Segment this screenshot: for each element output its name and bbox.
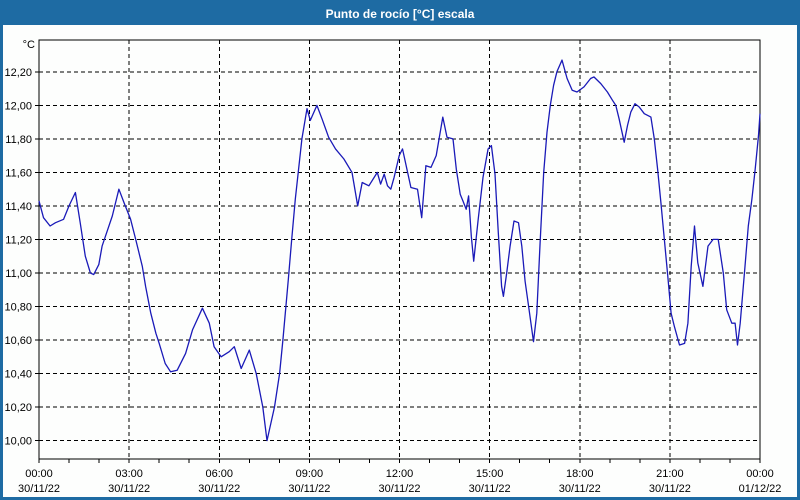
x-axis-date-label: 30/11/22 xyxy=(198,483,240,495)
x-axis-time-label: 03:00 xyxy=(115,468,143,480)
y-unit-label: °C xyxy=(23,39,35,51)
y-axis-label: 12,20 xyxy=(4,67,32,79)
y-axis-label: 11,00 xyxy=(5,268,32,280)
chart-title: Punto de rocío [°C] escala xyxy=(325,7,475,21)
x-axis-date-label: 30/11/22 xyxy=(378,483,420,495)
y-axis-label: 11,20 xyxy=(5,234,32,246)
y-axis-label: 11,60 xyxy=(5,167,32,179)
series-line xyxy=(38,59,761,442)
y-axis-label: 12,00 xyxy=(4,100,32,112)
x-axis-time-label: 12:00 xyxy=(386,468,414,480)
x-axis-date-label: 01/12/22 xyxy=(739,483,782,495)
title-bar: Punto de rocío [°C] escala xyxy=(3,3,797,25)
x-axis-time-label: 00:00 xyxy=(746,468,774,480)
y-axis-label: 10,80 xyxy=(4,301,32,313)
x-axis-date-label: 30/11/22 xyxy=(108,483,150,495)
x-axis-date-label: 30/11/22 xyxy=(469,483,511,495)
x-axis-time-label: 00:00 xyxy=(25,468,53,480)
x-axis-time-label: 18:00 xyxy=(566,468,594,480)
y-axis-label: 11,80 xyxy=(5,134,32,146)
plot-border xyxy=(38,39,761,460)
x-axis-date-label: 30/11/22 xyxy=(649,483,691,495)
y-axis-label: 10,60 xyxy=(4,335,32,347)
y-axis-label: 10,40 xyxy=(4,369,32,381)
y-axis-label: 11,40 xyxy=(5,201,32,213)
y-axis-label: 10,20 xyxy=(4,402,32,414)
chart-area: 12,20 12,00 11,80 11,60 11,40 11,20 11,00 10,80… xyxy=(3,25,797,497)
x-axis-date-label: 30/11/22 xyxy=(559,483,601,495)
x-axis-time-label: 09:00 xyxy=(296,468,324,480)
x-axis-time-label: 06:00 xyxy=(205,468,233,480)
dew-point-line-chart: 12,20 12,00 11,80 11,60 11,40 11,20 11,00 10,80… xyxy=(4,39,782,495)
x-axis-time-label: 21:00 xyxy=(656,468,684,480)
x-axis-date-label: 30/11/22 xyxy=(18,483,60,495)
y-axis-label: 10,00 xyxy=(4,436,32,448)
x-axis-time-label: 15:00 xyxy=(476,468,504,480)
x-axis-date-label: 30/11/22 xyxy=(288,483,330,495)
